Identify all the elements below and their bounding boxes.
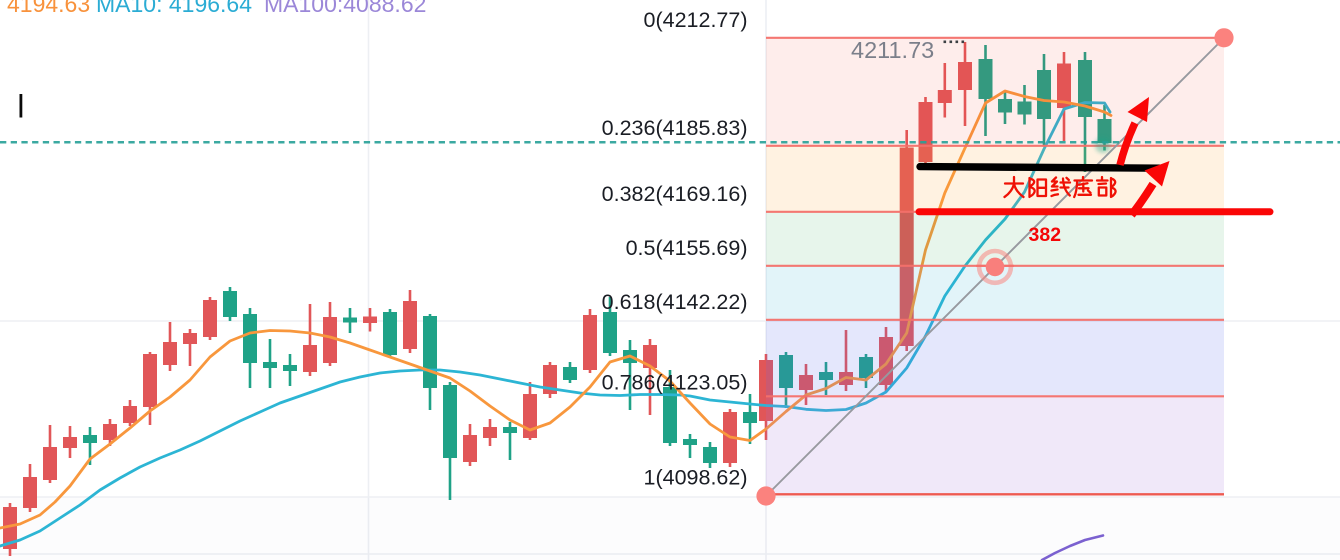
svg-text:MA10: 4196.64: MA10: 4196.64	[96, 0, 252, 17]
svg-text:0.382(4169.16): 0.382(4169.16)	[602, 182, 748, 206]
svg-text:382: 382	[1029, 224, 1062, 246]
svg-text:0.618(4142.22): 0.618(4142.22)	[602, 290, 748, 314]
svg-text:1(4098.62): 1(4098.62)	[644, 465, 748, 489]
svg-text:0.5(4155.69): 0.5(4155.69)	[626, 236, 748, 260]
svg-text:0(4212.77): 0(4212.77)	[644, 8, 748, 32]
svg-text:4211.73: 4211.73	[851, 37, 934, 63]
svg-text:0.786(4123.05): 0.786(4123.05)	[602, 371, 748, 395]
svg-text:0.236(4185.83): 0.236(4185.83)	[602, 116, 748, 140]
svg-text:MA100:4088.62: MA100:4088.62	[264, 0, 426, 17]
svg-text:4194.63: 4194.63	[7, 0, 90, 17]
